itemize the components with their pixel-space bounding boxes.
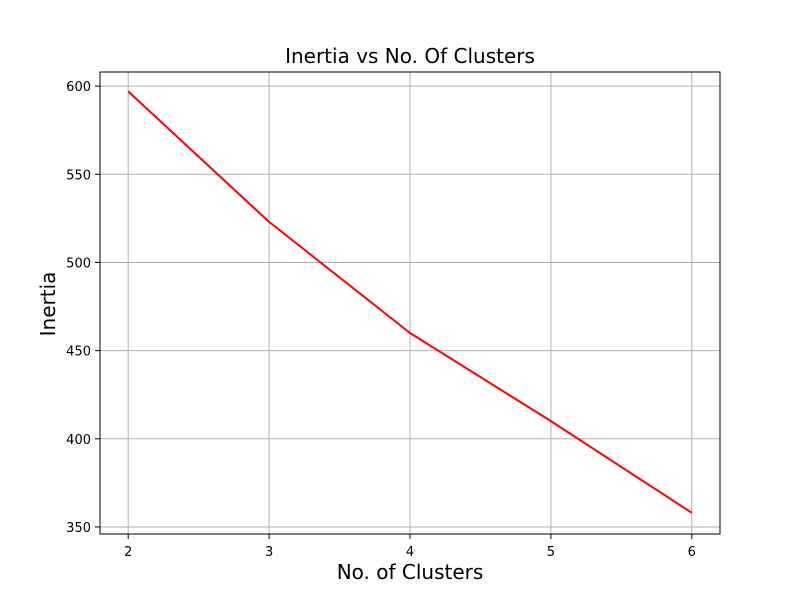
x-tick-label: 4 <box>406 545 414 560</box>
x-axis-label: No. of Clusters <box>337 560 484 584</box>
x-tick-label: 5 <box>547 545 555 560</box>
y-tick-label: 500 <box>66 256 91 271</box>
x-tick-label: 3 <box>265 545 273 560</box>
y-axis-label: Inertia <box>36 272 60 337</box>
x-tick-label: 6 <box>688 545 696 560</box>
y-tick-label: 400 <box>66 433 91 448</box>
y-tick-label: 350 <box>66 521 91 536</box>
y-tick-label: 600 <box>66 80 91 95</box>
grid-lines <box>100 72 720 534</box>
series-layer <box>127 90 693 514</box>
y-tick-label: 450 <box>66 345 91 360</box>
chart-title: Inertia vs No. Of Clusters <box>285 44 535 68</box>
y-tick-label: 550 <box>66 168 91 183</box>
series-line <box>127 90 693 514</box>
x-tick-label: 2 <box>124 545 132 560</box>
axis-ticks: 2 3 4 5 6 350 400 450 500 550 600 <box>66 80 696 560</box>
